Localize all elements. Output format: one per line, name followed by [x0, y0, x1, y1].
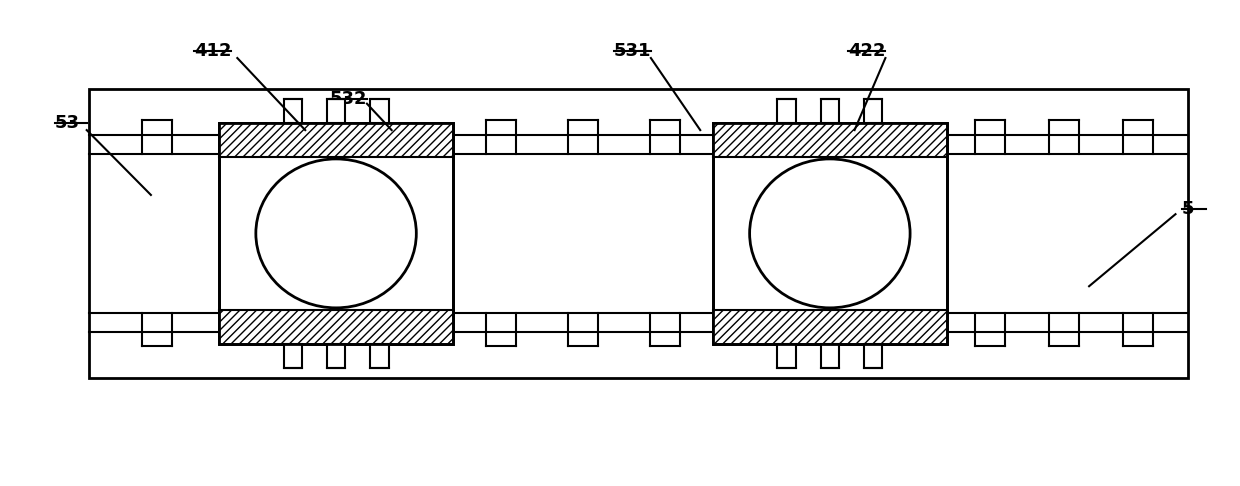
Bar — [864, 99, 883, 123]
Bar — [713, 310, 947, 344]
Ellipse shape — [255, 159, 417, 308]
Bar — [777, 344, 796, 368]
Text: 412: 412 — [195, 42, 232, 60]
Bar — [284, 99, 303, 123]
Ellipse shape — [750, 159, 910, 308]
Bar — [821, 344, 839, 368]
Bar — [284, 344, 303, 368]
Bar — [218, 123, 454, 344]
Text: 5: 5 — [1182, 200, 1194, 218]
Bar — [821, 99, 839, 123]
Bar — [327, 344, 345, 368]
Bar — [370, 99, 388, 123]
Bar — [713, 123, 947, 344]
Bar — [713, 123, 947, 156]
Bar — [864, 344, 883, 368]
Bar — [218, 123, 454, 156]
Text: 53: 53 — [55, 114, 79, 132]
Text: 531: 531 — [614, 42, 651, 60]
Bar — [218, 123, 454, 344]
Bar — [327, 99, 345, 123]
Bar — [89, 89, 1188, 378]
Bar — [370, 344, 388, 368]
Bar — [218, 310, 454, 344]
Bar — [777, 99, 796, 123]
Bar — [713, 123, 947, 344]
Text: 532: 532 — [330, 90, 367, 108]
Text: 422: 422 — [848, 42, 885, 60]
